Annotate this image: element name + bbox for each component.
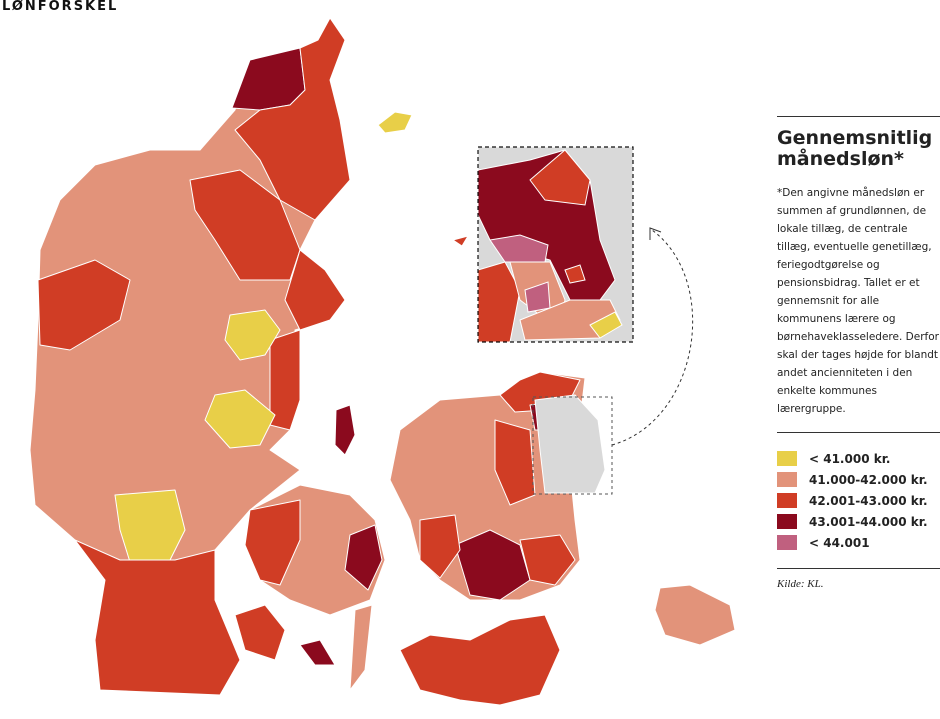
lolland (399, 614, 561, 706)
legend: < 41.000 kr. 41.000-42.000 kr. 42.001-43.0… (777, 432, 940, 553)
region (494, 419, 536, 506)
legend-label: 42.001-43.000 kr. (809, 493, 928, 508)
bornholm (654, 584, 736, 646)
island (377, 111, 413, 134)
panel-title: Gennemsnitlig månedsløn* (777, 128, 940, 170)
island (349, 604, 373, 691)
legend-label: 43.001-44.000 kr. (809, 514, 928, 529)
region (284, 249, 346, 331)
legend-swatch (777, 493, 797, 508)
island (299, 639, 336, 666)
island (234, 604, 286, 661)
legend-swatch (777, 535, 797, 550)
capital-grey (534, 394, 606, 494)
title-line: månedsløn* (777, 148, 904, 170)
region (529, 149, 591, 206)
title-line: Gennemsnitlig (777, 127, 933, 149)
region (564, 264, 586, 284)
zoom-frame (532, 396, 613, 495)
legend-item: 41.000-42.000 kr. (777, 469, 940, 490)
region (419, 514, 461, 579)
legend-item: 42.001-43.000 kr. (777, 490, 940, 511)
arrow (611, 229, 694, 446)
note: *Den angivne månedsløn er summen af grun… (777, 187, 939, 415)
inset-frame (477, 146, 634, 343)
region (519, 534, 576, 586)
island (334, 404, 356, 456)
legend-swatch (777, 472, 797, 487)
legend-label: < 41.000 kr. (809, 451, 891, 466)
legend-item: 43.001-44.000 kr. (777, 511, 940, 532)
region (37, 259, 131, 351)
island (452, 235, 469, 247)
legend-swatch (777, 514, 797, 529)
panel: Gennemsnitlig månedsløn* *Den angivne mån… (777, 116, 940, 590)
legend-label: < 44.001 (809, 535, 870, 550)
legend-item: < 44.001 (777, 532, 940, 553)
region (344, 524, 383, 591)
region (477, 261, 521, 343)
arrow-head (649, 227, 662, 240)
legend-label: 41.000-42.000 kr. (809, 472, 928, 487)
region (489, 234, 549, 263)
source: Kilde: KL. (777, 568, 940, 590)
region (244, 499, 301, 586)
region (234, 17, 351, 221)
kicker: LØNFORSKEL (2, 0, 119, 14)
region (204, 389, 276, 449)
region (224, 309, 281, 361)
region (189, 169, 301, 281)
legend-item: < 41.000 kr. (777, 448, 940, 469)
region (74, 539, 241, 696)
map (29, 17, 736, 706)
legend-swatch (777, 451, 797, 466)
region (589, 311, 623, 339)
